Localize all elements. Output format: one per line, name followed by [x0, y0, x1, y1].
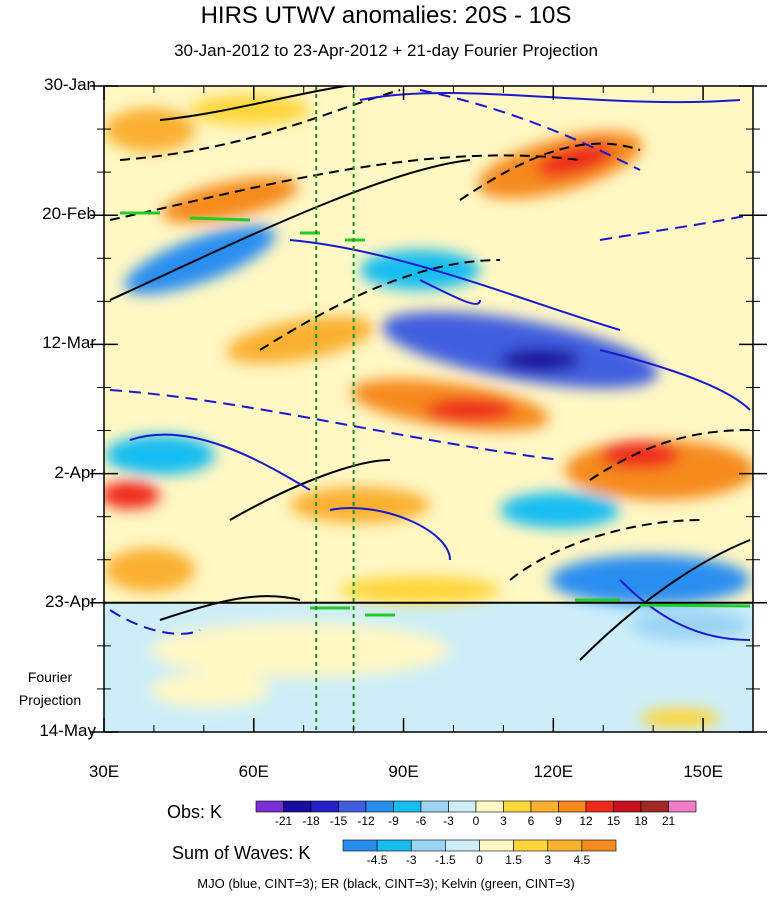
obs-colorbar-swatch — [530, 800, 559, 813]
obs-colorbar-swatch — [365, 800, 394, 813]
waves-colorbar-swatch — [445, 839, 480, 852]
y-tick-label: 14-May — [39, 721, 96, 740]
obs-colorbar-swatch — [393, 800, 422, 813]
obs-colorbar-swatch — [338, 800, 367, 813]
obs-colorbar-swatch — [585, 800, 614, 813]
waves-colorbar-swatch — [479, 839, 514, 852]
x-tick-label: 30E — [88, 762, 120, 781]
obs-colorbar-label: -15 — [329, 814, 348, 828]
obs-colorbar-swatch — [640, 800, 669, 813]
legend-footer: MJO (blue, CINT=3); ER (black, CINT=3); … — [197, 876, 575, 891]
waves-colorbar-swatch — [547, 839, 583, 852]
obs-colorbar — [255, 800, 697, 813]
x-tick-label: 90E — [388, 762, 419, 781]
obs-colorbar-swatch — [420, 800, 449, 813]
waves-colorbar-swatch — [513, 839, 549, 852]
obs-colorbar-swatch — [448, 800, 477, 813]
obs-colorbar-swatch — [283, 800, 312, 813]
projection-label-line-2: Projection — [18, 692, 82, 708]
x-tick-label: 60E — [238, 762, 269, 781]
y-tick-label: 23-Apr — [44, 591, 96, 611]
projection-label-line-1: Fourier — [27, 669, 73, 685]
obs-colorbar-label: 0 — [472, 814, 480, 828]
obs-colorbar-swatch — [255, 800, 284, 813]
y-tick-label: 2-Apr — [54, 462, 96, 482]
obs-colorbar-swatch — [613, 800, 642, 813]
waves-colorbar-label: -4.5 — [366, 853, 388, 867]
obs-colorbar-label: 15 — [606, 814, 621, 828]
waves-colorbar-swatch — [581, 839, 617, 852]
obs-colorbar-label: -21 — [274, 814, 293, 828]
anomaly-field — [104, 86, 753, 732]
obs-colorbar-label: 9 — [555, 814, 562, 828]
chart-subtitle: 30-Jan-2012 to 23-Apr-2012 + 21-day Four… — [174, 41, 598, 60]
chart-title: HIRS UTWV anomalies: 20S - 10S — [200, 2, 572, 29]
obs-colorbar-swatch — [475, 800, 504, 813]
waves-colorbar-label: 3 — [544, 853, 552, 867]
obs-colorbar-swatch — [310, 800, 339, 813]
obs-colorbar-label: -18 — [302, 814, 320, 828]
waves-colorbar-label: -3 — [405, 853, 417, 867]
y-tick-label: 12-Mar — [42, 333, 96, 353]
obs-colorbar-label: -9 — [388, 814, 399, 828]
obs-colorbar-swatch — [558, 800, 587, 813]
x-tick-label: 120E — [533, 762, 574, 781]
obs-colorbar-label: 3 — [500, 814, 507, 828]
obs-colorbar-label: 12 — [579, 814, 593, 828]
waves-colorbar-label: 1.5 — [505, 853, 522, 867]
obs-colorbar-label: -3 — [443, 814, 454, 828]
waves-colorbar-swatch — [410, 839, 446, 852]
obs-colorbar-label: 21 — [661, 814, 676, 828]
axis-ticks — [90, 85, 767, 733]
waves-colorbar-label: 4.5 — [573, 853, 591, 867]
plot-frame — [103, 85, 754, 733]
projection-anomaly-blobs — [150, 609, 750, 728]
obs-colorbar-title: Obs: K — [167, 802, 223, 822]
obs-anomaly-blobs — [104, 95, 753, 605]
waves-colorbar-swatch — [342, 839, 378, 852]
waves-colorbar-label: 0 — [476, 853, 483, 867]
obs-colorbar-label: -6 — [415, 814, 427, 828]
obs-colorbar-label: -12 — [357, 814, 375, 828]
obs-colorbar-swatch — [503, 800, 532, 813]
waves-colorbar-title: Sum of Waves: K — [172, 843, 311, 863]
x-tick-label: 150E — [683, 762, 723, 781]
obs-colorbar-label: 18 — [634, 814, 648, 828]
wave-contours — [109, 86, 751, 661]
waves-colorbar-label: -1.5 — [435, 853, 456, 867]
y-tick-label: 20-Feb — [42, 204, 96, 224]
waves-colorbar — [342, 839, 617, 852]
obs-colorbar-swatch — [668, 800, 697, 813]
waves-colorbar-swatch — [376, 839, 412, 852]
obs-colorbar-label: 6 — [527, 814, 535, 828]
y-tick-label: 30-Jan — [44, 75, 96, 94]
